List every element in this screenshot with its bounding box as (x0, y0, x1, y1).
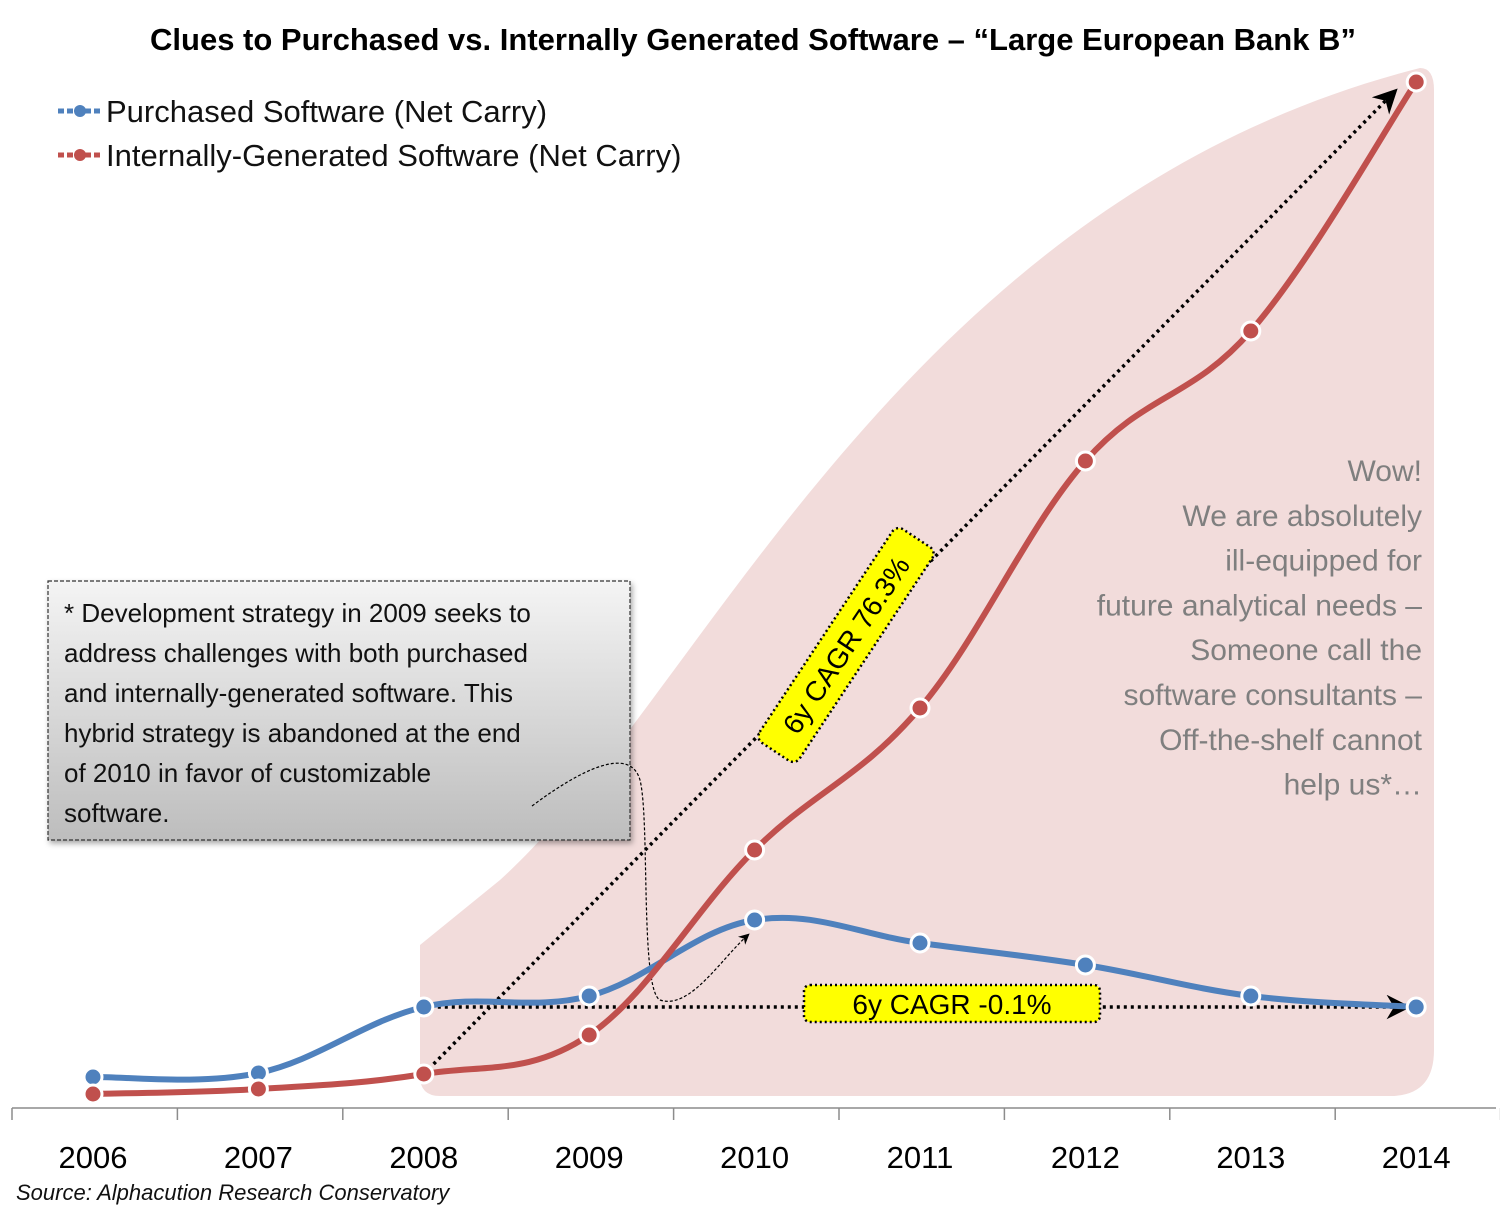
legend-item-purchased[interactable]: Purchased Software (Net Carry) (58, 94, 547, 129)
legend-marker-internal (74, 149, 86, 161)
data-point-purchased-2011[interactable] (909, 932, 931, 954)
data-point-internal-2008[interactable] (413, 1063, 435, 1085)
data-point-internal-2012[interactable] (1074, 450, 1096, 472)
x-tick-label-2011: 2011 (887, 1140, 954, 1175)
cagr-label-purchased-box (802, 983, 1102, 1024)
x-tick-label-2013: 2013 (1216, 1140, 1285, 1175)
data-point-purchased-2010[interactable] (744, 909, 766, 931)
note-line: of 2010 in favor of customizable (64, 758, 431, 788)
x-axis-labels: 2006 2007 2008 2009 2010 2011 2012 2013 2014 (59, 1140, 1451, 1175)
x-tick-label-2008: 2008 (389, 1140, 458, 1175)
x-tick-label-2006: 2006 (59, 1140, 128, 1175)
x-tick-label-2007: 2007 (224, 1140, 293, 1175)
callout-text: Wow! We are absolutely ill-equipped for fut… (1097, 455, 1423, 802)
data-point-internal-2009[interactable] (578, 1024, 600, 1046)
legend-label-purchased: Purchased Software (Net Carry) (106, 94, 547, 129)
data-point-purchased-2014[interactable] (1405, 996, 1427, 1018)
data-point-internal-2014[interactable] (1405, 71, 1427, 93)
highlight-region (420, 68, 1434, 1096)
data-point-internal-2013[interactable] (1240, 320, 1262, 342)
cagr-arrow-internal (422, 88, 1398, 1076)
source-note: Source: Alphacution Research Conservator… (16, 1180, 451, 1205)
note-line: * Development strategy in 2009 seeks to (64, 598, 531, 628)
data-point-purchased-2006[interactable] (82, 1066, 104, 1088)
data-point-internal-2006[interactable] (82, 1083, 104, 1105)
note-box: * Development strategy in 2009 seeks to a… (47, 580, 631, 841)
note-connector (531, 762, 750, 1002)
callout-line: Wow! (1348, 455, 1422, 488)
callout-line: Someone call the (1190, 634, 1422, 667)
note-line: software. (64, 798, 170, 828)
legend-label-internal: Internally-Generated Software (Net Carry… (106, 138, 681, 173)
data-point-purchased-2013[interactable] (1240, 985, 1262, 1007)
data-point-internal-2010[interactable] (744, 839, 766, 861)
series-internal (82, 71, 1427, 1105)
cagr-label-purchased-text: 6y CAGR -0.1% (852, 989, 1051, 1020)
data-point-internal-2007[interactable] (247, 1078, 269, 1100)
cagr-label-purchased: 6y CAGR -0.1% (802, 983, 1102, 1024)
note-line: and internally-generated software. This (64, 678, 513, 708)
callout-line: ill-equipped for (1225, 545, 1422, 578)
x-tick-label-2014: 2014 (1382, 1140, 1451, 1175)
note-box-frame (47, 580, 631, 841)
callout-line: future analytical needs – (1097, 589, 1423, 622)
x-tick-label-2010: 2010 (720, 1140, 789, 1175)
cagr-label-internal-box (757, 526, 935, 764)
note-line: address challenges with both purchased (64, 638, 528, 668)
legend: Purchased Software (Net Carry) Internall… (58, 94, 681, 173)
series-purchased (82, 909, 1427, 1088)
data-point-purchased-2012[interactable] (1074, 954, 1096, 976)
legend-item-internal[interactable]: Internally-Generated Software (Net Carry… (58, 138, 681, 173)
x-tick-label-2009: 2009 (555, 1140, 624, 1175)
callout-line: help us*… (1284, 769, 1422, 802)
chart-title: Clues to Purchased vs. Internally Genera… (150, 22, 1356, 57)
callout-line: software consultants – (1124, 679, 1423, 712)
note-line: hybrid strategy is abandoned at the end (64, 718, 521, 748)
callout-line: We are absolutely (1182, 500, 1422, 533)
data-point-purchased-2008[interactable] (413, 996, 435, 1018)
x-tick-label-2012: 2012 (1051, 1140, 1120, 1175)
series-line-internal (90, 79, 1420, 1097)
x-axis-ticks (11, 1108, 1500, 1120)
data-point-purchased-2009[interactable] (578, 985, 600, 1007)
data-point-internal-2011[interactable] (909, 697, 931, 719)
callout-line: Off-the-shelf cannot (1159, 724, 1423, 757)
legend-marker-purchased (74, 105, 86, 117)
